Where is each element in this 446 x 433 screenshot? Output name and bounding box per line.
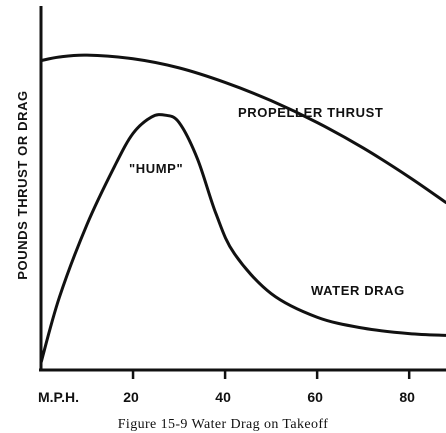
series-line-water-drag xyxy=(39,113,446,365)
series-label-water-drag: WATER DRAG xyxy=(311,283,405,298)
x-tick-label-40: 40 xyxy=(215,389,231,405)
x-axis-ticks xyxy=(131,370,411,379)
x-tick-labels: 20 40 60 80 xyxy=(123,389,415,405)
y-axis-label: POUNDS THRUST OR DRAG xyxy=(15,90,30,280)
series-lines xyxy=(39,53,446,365)
figure-caption: Figure 15-9 Water Drag on Takeoff xyxy=(118,417,329,432)
plot-area xyxy=(39,6,446,379)
series-label-propeller-thrust: PROPELLER THRUST xyxy=(238,105,383,120)
series-line-propeller-thrust xyxy=(39,53,446,205)
x-tick-label-20: 20 xyxy=(123,389,139,405)
x-tick-label-80: 80 xyxy=(399,389,415,405)
x-tick-label-60: 60 xyxy=(307,389,323,405)
hump-annotation: "HUMP" xyxy=(129,161,183,176)
x-axis-label: M.P.H. xyxy=(38,389,79,405)
